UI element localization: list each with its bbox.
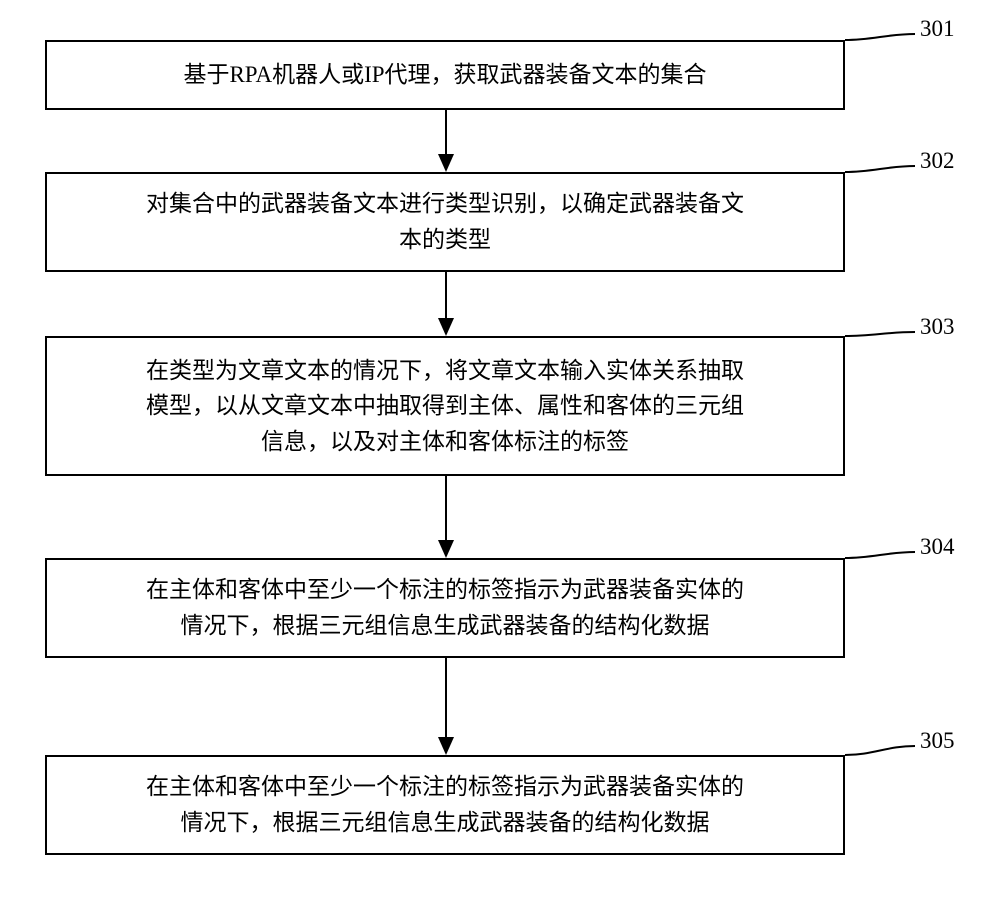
connector-curve bbox=[840, 327, 920, 341]
connector-curve bbox=[840, 161, 920, 177]
connector-curve bbox=[840, 29, 920, 45]
step-label-301: 301 bbox=[920, 16, 955, 42]
arrow-head-icon bbox=[438, 154, 454, 172]
step-box-302: 对集合中的武器装备文本进行类型识别，以确定武器装备文 本的类型 bbox=[45, 172, 845, 272]
step-label-304: 304 bbox=[920, 534, 955, 560]
flowchart-container: 基于RPA机器人或IP代理，获取武器装备文本的集合 301 对集合中的武器装备文本进… bbox=[0, 0, 1000, 917]
step-box-303: 在类型为文章文本的情况下，将文章文本输入实体关系抽取 模型，以从文章文本中抽取得… bbox=[45, 336, 845, 476]
step-label-303: 303 bbox=[920, 314, 955, 340]
step-label-302: 302 bbox=[920, 148, 955, 174]
step-box-304: 在主体和客体中至少一个标注的标签指示为武器装备实体的 情况下，根据三元组信息生成… bbox=[45, 558, 845, 658]
step-text-302: 对集合中的武器装备文本进行类型识别，以确定武器装备文 本的类型 bbox=[146, 186, 744, 257]
connector-curve bbox=[840, 741, 920, 760]
step-box-301: 基于RPA机器人或IP代理，获取武器装备文本的集合 bbox=[45, 40, 845, 110]
arrow-line bbox=[445, 110, 447, 156]
connector-curve bbox=[840, 547, 920, 563]
step-text-305: 在主体和客体中至少一个标注的标签指示为武器装备实体的 情况下，根据三元组信息生成… bbox=[146, 769, 744, 840]
arrow-line bbox=[445, 658, 447, 739]
arrow-head-icon bbox=[438, 540, 454, 558]
arrow-head-icon bbox=[438, 318, 454, 336]
step-box-305: 在主体和客体中至少一个标注的标签指示为武器装备实体的 情况下，根据三元组信息生成… bbox=[45, 755, 845, 855]
arrow-line bbox=[445, 476, 447, 542]
step-text-304: 在主体和客体中至少一个标注的标签指示为武器装备实体的 情况下，根据三元组信息生成… bbox=[146, 572, 744, 643]
step-label-305: 305 bbox=[920, 728, 955, 754]
arrow-line bbox=[445, 272, 447, 320]
step-text-303: 在类型为文章文本的情况下，将文章文本输入实体关系抽取 模型，以从文章文本中抽取得… bbox=[146, 353, 744, 460]
arrow-head-icon bbox=[438, 737, 454, 755]
step-text-301: 基于RPA机器人或IP代理，获取武器装备文本的集合 bbox=[183, 57, 706, 93]
